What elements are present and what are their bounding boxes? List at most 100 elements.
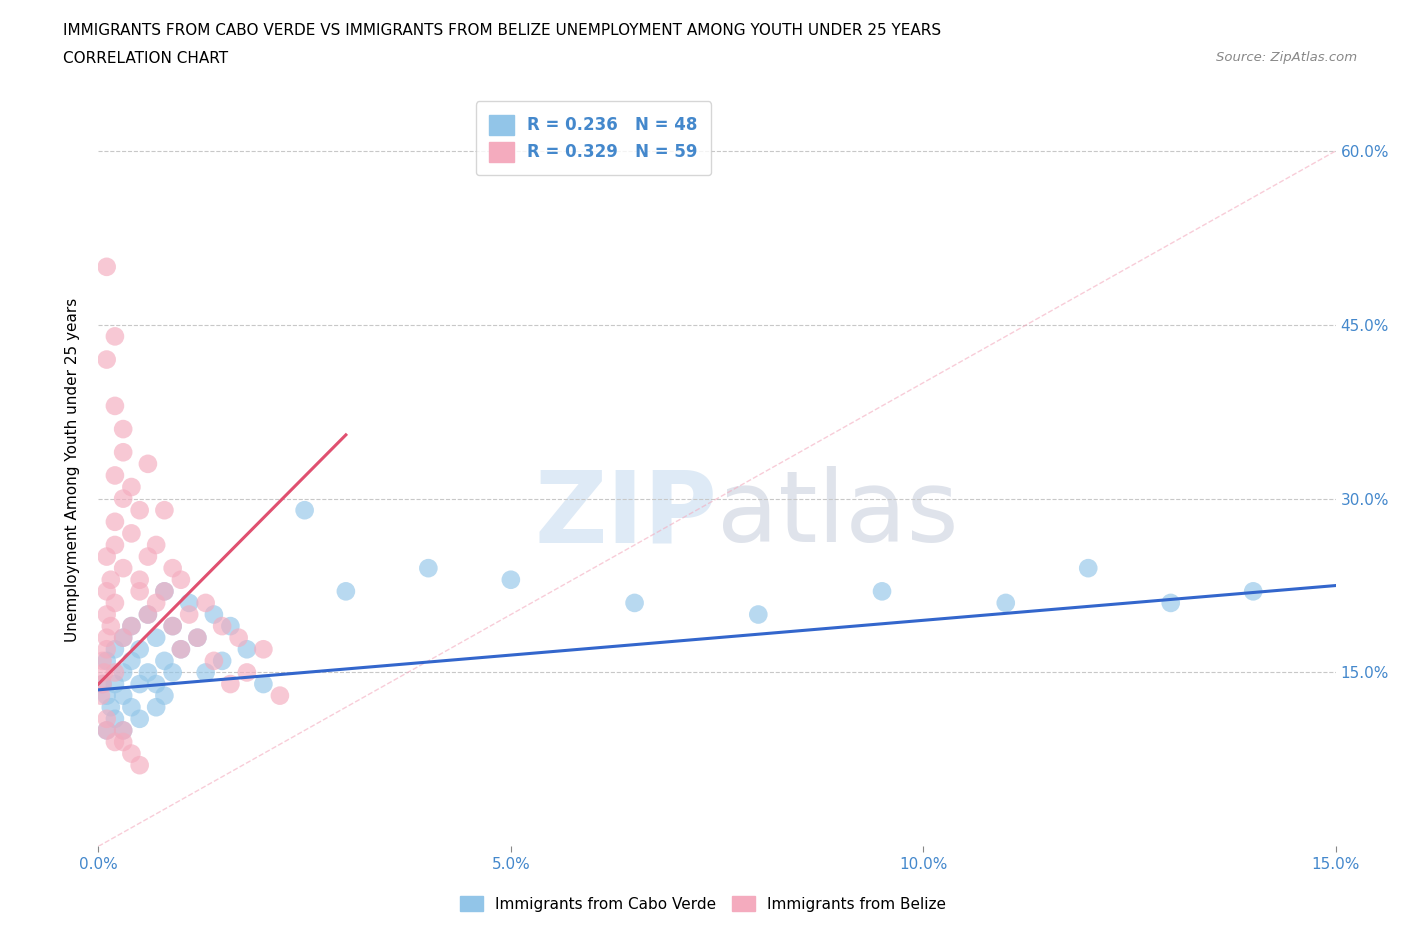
Point [747, 607, 769, 622]
Point [112, 561, 135, 576]
Point [112, 631, 135, 645]
Point [162, 561, 184, 576]
Point [96, 723, 118, 737]
Point [179, 595, 201, 610]
Point [100, 699, 122, 714]
Point [104, 398, 127, 413]
Point [104, 538, 127, 552]
Point [112, 735, 135, 750]
Point [335, 584, 357, 599]
Point [136, 549, 159, 564]
Point [236, 642, 259, 657]
Point [104, 642, 127, 657]
Point [145, 699, 167, 714]
Text: ZIP: ZIP [534, 466, 717, 564]
Point [294, 503, 316, 518]
Point [112, 445, 135, 459]
Point [112, 723, 135, 737]
Text: CORRELATION CHART: CORRELATION CHART [63, 51, 228, 66]
Point [211, 654, 233, 669]
Point [112, 421, 135, 436]
Point [100, 618, 122, 633]
Point [153, 654, 176, 669]
Point [186, 631, 208, 645]
Point [179, 607, 201, 622]
Point [211, 618, 233, 633]
Point [120, 526, 142, 541]
Point [96, 259, 118, 274]
Point [128, 711, 150, 726]
Point [162, 618, 184, 633]
Point [170, 642, 193, 657]
Point [96, 584, 118, 599]
Point [186, 631, 208, 645]
Point [120, 699, 142, 714]
Point [418, 561, 440, 576]
Point [1077, 561, 1099, 576]
Point [153, 503, 176, 518]
Point [112, 723, 135, 737]
Point [104, 735, 127, 750]
Point [153, 584, 176, 599]
Point [104, 677, 127, 692]
Point [145, 595, 167, 610]
Point [162, 618, 184, 633]
Point [104, 329, 127, 344]
Point [120, 480, 142, 495]
Point [112, 665, 135, 680]
Point [96, 352, 118, 367]
Point [104, 468, 127, 483]
Point [96, 642, 118, 657]
Point [252, 677, 274, 692]
Point [120, 654, 142, 669]
Point [112, 491, 135, 506]
Point [499, 572, 522, 587]
Point [128, 642, 150, 657]
Point [170, 572, 193, 587]
Text: Source: ZipAtlas.com: Source: ZipAtlas.com [1216, 51, 1357, 64]
Text: atlas: atlas [717, 466, 959, 564]
Point [96, 607, 118, 622]
Point [252, 642, 274, 657]
Point [870, 584, 893, 599]
Point [1241, 584, 1264, 599]
Point [96, 549, 118, 564]
Point [145, 631, 167, 645]
Y-axis label: Unemployment Among Youth under 25 years: Unemployment Among Youth under 25 years [65, 298, 80, 642]
Point [145, 538, 167, 552]
Point [100, 572, 122, 587]
Point [96, 688, 118, 703]
Point [153, 688, 176, 703]
Point [128, 758, 150, 773]
Point [120, 618, 142, 633]
Point [96, 711, 118, 726]
Point [194, 665, 217, 680]
Point [91, 677, 114, 692]
Point [93, 665, 115, 680]
Point [90, 688, 112, 703]
Point [623, 595, 645, 610]
Point [202, 607, 225, 622]
Point [96, 654, 118, 669]
Point [236, 665, 259, 680]
Point [170, 642, 193, 657]
Point [120, 618, 142, 633]
Point [136, 665, 159, 680]
Point [219, 618, 242, 633]
Point [128, 584, 150, 599]
Point [994, 595, 1017, 610]
Point [136, 607, 159, 622]
Point [145, 677, 167, 692]
Point [91, 677, 114, 692]
Point [104, 595, 127, 610]
Point [104, 514, 127, 529]
Point [153, 584, 176, 599]
Legend: Immigrants from Cabo Verde, Immigrants from Belize: Immigrants from Cabo Verde, Immigrants f… [454, 889, 952, 918]
Point [120, 746, 142, 761]
Point [104, 711, 127, 726]
Point [104, 665, 127, 680]
Point [136, 457, 159, 472]
Point [202, 654, 225, 669]
Point [194, 595, 217, 610]
Point [96, 631, 118, 645]
